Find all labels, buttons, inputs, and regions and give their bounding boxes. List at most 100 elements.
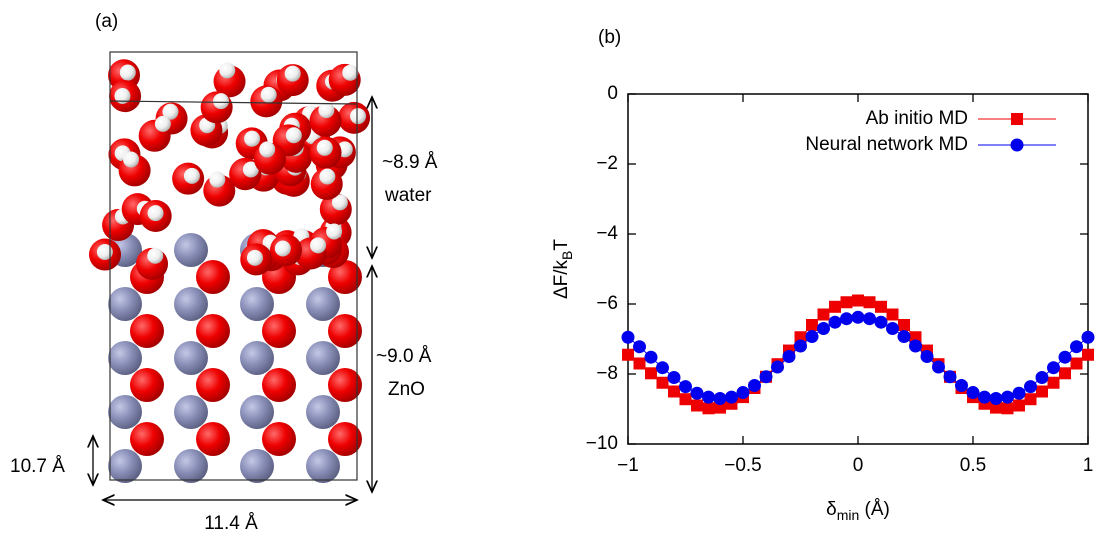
data-point bbox=[828, 315, 842, 329]
data-point bbox=[851, 310, 865, 324]
data-point bbox=[736, 386, 750, 400]
atom bbox=[310, 237, 327, 254]
atom bbox=[240, 395, 274, 429]
y-label-main: ΔF/k bbox=[551, 259, 572, 299]
legend-marker bbox=[1011, 113, 1023, 125]
data-point bbox=[656, 361, 669, 375]
data-point bbox=[1047, 376, 1060, 389]
data-point bbox=[656, 376, 669, 389]
atom bbox=[240, 341, 274, 375]
atom bbox=[174, 395, 208, 429]
data-point bbox=[1059, 367, 1071, 380]
atom bbox=[259, 141, 276, 158]
y-tick-label: 0 bbox=[607, 83, 618, 104]
atom bbox=[213, 93, 230, 110]
cell-edge bbox=[109, 100, 358, 105]
data-point bbox=[725, 390, 738, 404]
data-point bbox=[909, 339, 922, 353]
data-point bbox=[691, 399, 703, 412]
y-tick-label: −10 bbox=[586, 433, 618, 454]
data-point bbox=[1082, 348, 1094, 361]
atom bbox=[306, 449, 340, 483]
x-label-sub: min bbox=[837, 507, 860, 523]
atom bbox=[274, 240, 291, 257]
atom bbox=[316, 139, 333, 156]
atom bbox=[240, 449, 274, 483]
atom bbox=[108, 449, 142, 483]
data-point bbox=[886, 308, 899, 321]
atom bbox=[108, 341, 142, 375]
atom bbox=[244, 130, 261, 147]
atom bbox=[262, 368, 296, 402]
data-point bbox=[702, 390, 715, 404]
data-point bbox=[690, 386, 704, 400]
atom bbox=[108, 287, 142, 321]
dimension-label: 10.7 Å bbox=[10, 456, 65, 477]
atom bbox=[196, 314, 230, 348]
data-point bbox=[1047, 361, 1060, 375]
data-point bbox=[1081, 330, 1095, 344]
atom bbox=[196, 260, 230, 294]
panel-label: (a) bbox=[95, 11, 118, 32]
cell-box bbox=[109, 51, 358, 481]
atom bbox=[285, 127, 302, 144]
y-label-tail: T bbox=[551, 239, 572, 251]
data-point bbox=[714, 401, 726, 414]
dimension-label: 11.4 Å bbox=[204, 513, 258, 534]
atom bbox=[328, 260, 362, 294]
data-point bbox=[943, 370, 957, 384]
data-point bbox=[782, 350, 796, 363]
data-point bbox=[713, 392, 727, 405]
data-point bbox=[644, 350, 658, 364]
data-point bbox=[1001, 402, 1014, 415]
atom bbox=[342, 64, 359, 81]
data-point bbox=[817, 308, 830, 321]
atom bbox=[114, 87, 131, 104]
series-line bbox=[627, 316, 1089, 400]
data-point bbox=[1001, 390, 1014, 404]
atom bbox=[130, 422, 164, 456]
data-point bbox=[633, 340, 646, 354]
data-point bbox=[989, 392, 1003, 405]
y-tick-label: −6 bbox=[596, 293, 618, 314]
atom bbox=[328, 314, 362, 348]
data-point bbox=[1070, 340, 1083, 354]
y-tick-label: −8 bbox=[596, 363, 618, 384]
atom bbox=[328, 422, 362, 456]
data-point bbox=[645, 367, 657, 380]
atom bbox=[174, 341, 208, 375]
atom bbox=[108, 395, 142, 429]
data-point bbox=[840, 312, 853, 326]
x-tick-label: 0 bbox=[853, 455, 864, 476]
data-point bbox=[621, 330, 635, 344]
data-point bbox=[622, 348, 634, 361]
data-point bbox=[990, 401, 1002, 414]
data-point bbox=[748, 379, 761, 393]
data-point bbox=[771, 360, 784, 374]
data-point bbox=[1036, 385, 1048, 398]
x-tick-label: 0.5 bbox=[960, 455, 986, 476]
data-point bbox=[1035, 371, 1049, 384]
atom bbox=[123, 151, 140, 168]
region-label: water bbox=[384, 185, 432, 206]
data-point bbox=[806, 319, 818, 331]
data-point bbox=[875, 300, 887, 313]
data-point bbox=[840, 296, 853, 309]
atom bbox=[130, 368, 164, 402]
atom bbox=[196, 422, 230, 456]
data-point bbox=[1024, 380, 1037, 394]
data-point bbox=[702, 402, 715, 415]
atom bbox=[328, 368, 362, 402]
data-point bbox=[679, 393, 692, 406]
atom bbox=[130, 314, 164, 348]
data-point bbox=[1070, 357, 1083, 370]
data-point bbox=[679, 380, 692, 394]
y-axis-label: ΔF/kBT bbox=[551, 239, 575, 299]
atom bbox=[96, 244, 113, 261]
y-label-sub: B bbox=[559, 251, 575, 260]
atom bbox=[119, 64, 136, 81]
data-point bbox=[966, 386, 980, 400]
atom bbox=[174, 233, 208, 267]
